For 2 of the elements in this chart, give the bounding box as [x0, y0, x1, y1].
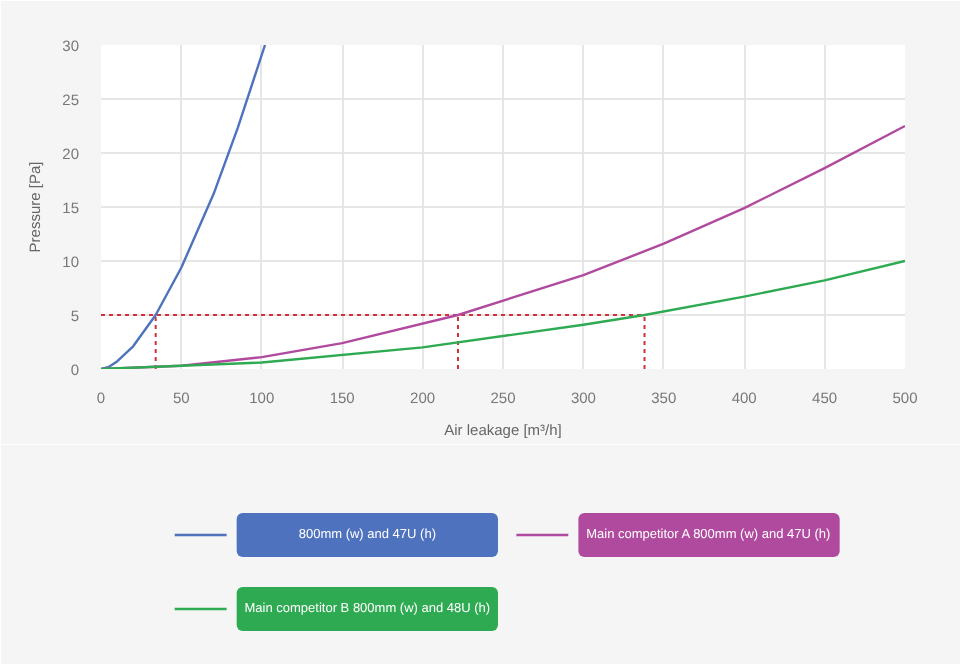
line-series — [101, 45, 267, 369]
line-series — [101, 259, 905, 369]
